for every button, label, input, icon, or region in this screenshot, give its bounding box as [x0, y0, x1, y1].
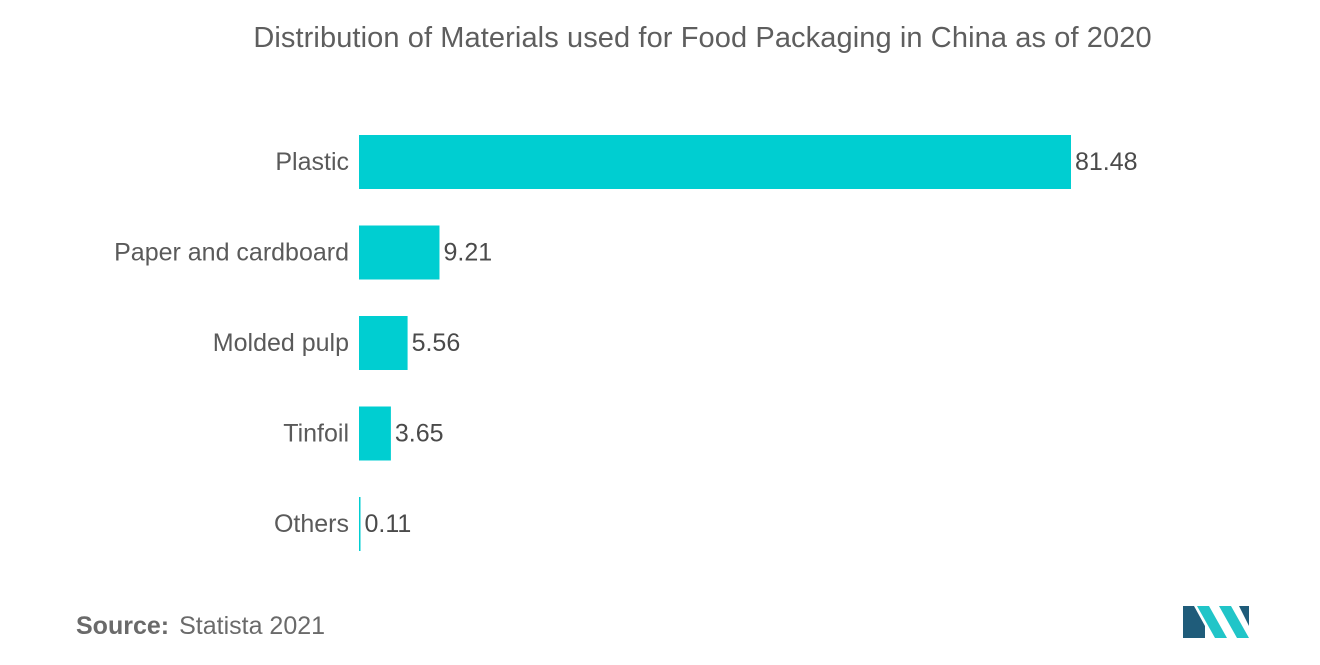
bar-paper-and-cardboard — [359, 225, 440, 280]
value-label: 0.11 — [365, 510, 412, 538]
source-note: Source: Statista 2021 — [76, 612, 325, 641]
mordor-intelligence-logo-icon — [1183, 606, 1249, 638]
category-label: Plastic — [275, 148, 349, 176]
value-label: 81.48 — [1075, 148, 1138, 176]
bar-others — [359, 497, 361, 551]
source-label: Source: — [76, 612, 170, 640]
value-label: 5.56 — [412, 329, 461, 357]
category-label: Others — [274, 510, 349, 538]
category-label: Tinfoil — [283, 420, 349, 448]
category-label: Paper and cardboard — [114, 239, 349, 267]
chart-title: Distribution of Materials used for Food … — [253, 22, 1152, 54]
bar-tinfoil — [359, 406, 391, 461]
bar-plastic — [359, 135, 1071, 189]
value-label: 9.21 — [443, 239, 492, 267]
bar-molded-pulp — [359, 316, 408, 370]
source-text: Statista 2021 — [179, 612, 326, 640]
category-label: Molded pulp — [213, 329, 349, 357]
value-label: 3.65 — [395, 420, 444, 448]
